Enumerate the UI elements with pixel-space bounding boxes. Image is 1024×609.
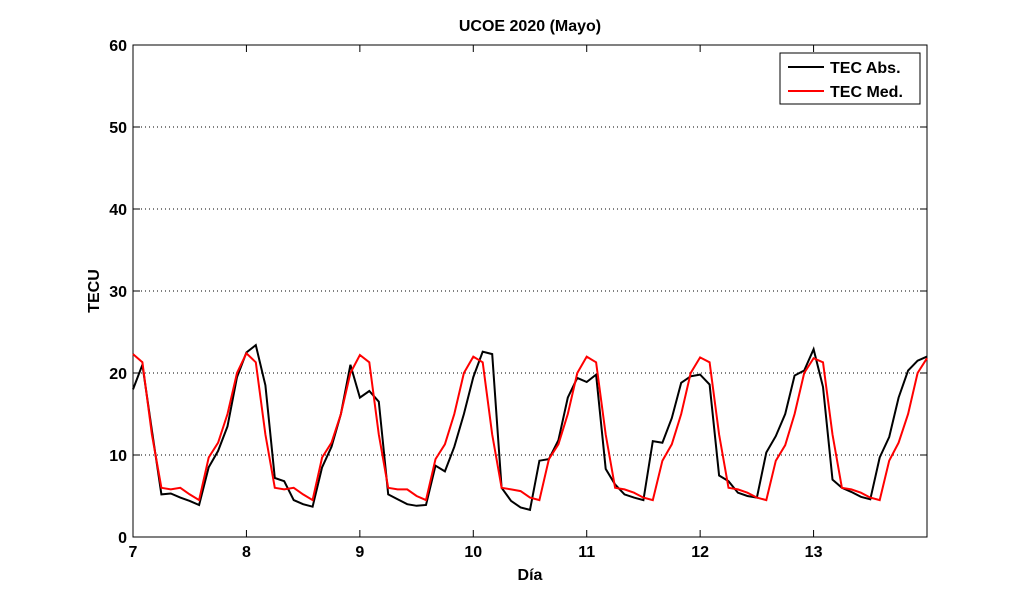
x-tick-label: 9 [355,544,364,561]
y-tick-label: 40 [109,202,127,219]
x-tick-label: 10 [464,544,482,561]
legend: TEC Abs. TEC Med. [779,52,921,105]
y-tick-label: 50 [109,120,127,137]
x-tick-label: 12 [691,544,709,561]
x-tick-label: 8 [242,544,251,561]
y-tick-label: 60 [109,38,127,55]
chart-title: UCOE 2020 (Mayo) [459,18,601,35]
grid-lines [133,126,927,456]
x-tick-label: 13 [805,544,823,561]
series-line-tec-med [132,351,928,502]
legend-label-tec-med: TEC Med. [830,84,903,101]
y-tick-label: 10 [109,448,127,465]
legend-label-tec-abs: TEC Abs. [830,60,901,77]
axis-ticks: 0 10 20 30 40 50 60 7 8 9 10 11 12 13 [109,38,927,561]
series-line-tec-abs [132,343,928,512]
x-tick-label: 11 [578,544,595,561]
y-tick-label: 20 [109,366,127,383]
x-axis-label: Día [518,567,543,584]
y-tick-label: 0 [118,530,127,547]
series-lines [132,343,928,512]
x-tick-label: 7 [129,544,138,561]
y-tick-label: 30 [109,284,127,301]
legend-box [779,52,921,105]
y-axis-label: TECU [86,269,103,313]
